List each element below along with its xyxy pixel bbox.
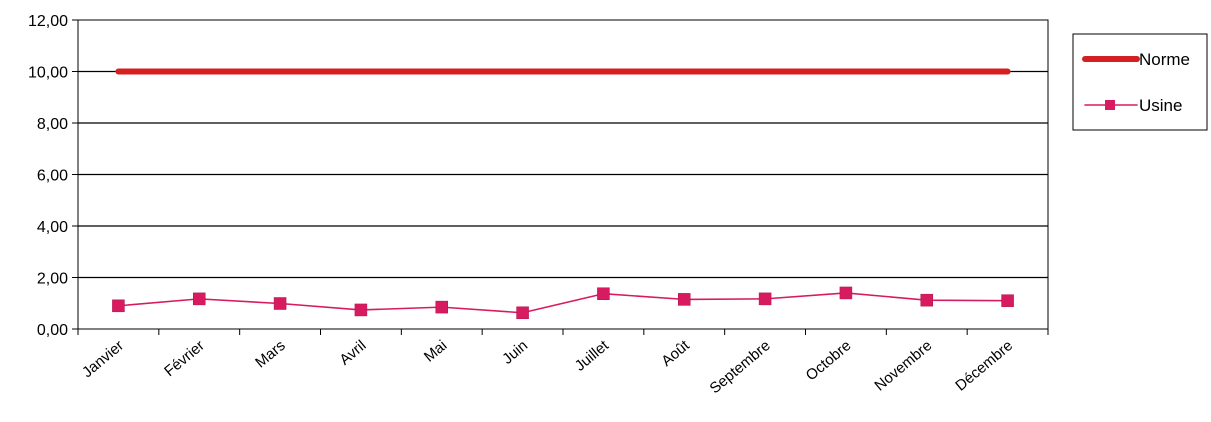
y-tick-label: 8,00: [37, 116, 68, 133]
data-point: [354, 303, 368, 317]
grid-layer: [77, 19, 1049, 330]
series-layer: [112, 68, 1014, 320]
legend-marker: [1105, 100, 1115, 110]
legend-label: Norme: [1139, 50, 1190, 69]
data-point: [193, 292, 206, 306]
y-tick-label: 12,00: [28, 13, 68, 30]
series-line-usine: [117, 292, 1009, 314]
x-tick-label: Février: [161, 337, 208, 380]
data-point: [435, 300, 448, 314]
data-point: [920, 293, 933, 307]
legend-label: Usine: [1139, 96, 1182, 115]
x-tick-label: Juillet: [572, 337, 613, 375]
data-point: [678, 293, 691, 306]
data-point: [758, 292, 772, 306]
y-tick-label: 10,00: [28, 65, 68, 82]
x-tick-label: Décembre: [952, 337, 1016, 395]
x-tick-label: Avril: [336, 337, 369, 369]
x-tick-label: Octobre: [803, 337, 855, 384]
x-tick-label: Mai: [421, 337, 450, 366]
data-point: [597, 287, 610, 300]
x-tick-label: Août: [658, 337, 693, 370]
data-point: [273, 297, 287, 310]
x-tick-label: Juin: [499, 337, 531, 368]
y-tick-label: 2,00: [37, 271, 68, 288]
y-tick-label: 0,00: [37, 322, 68, 339]
legend-box: [1072, 33, 1208, 131]
legend: Norme Usine: [1072, 33, 1208, 131]
data-point: [1001, 294, 1014, 307]
data-point: [112, 299, 125, 313]
x-tick-label: Novembre: [871, 337, 935, 395]
data-point: [839, 286, 853, 300]
y-tick-label: 4,00: [37, 219, 68, 236]
x-tick-label: Septembre: [707, 337, 774, 397]
data-point: [516, 306, 529, 320]
x-tick-label: Janvier: [79, 337, 127, 381]
y-tick-label: 6,00: [37, 168, 68, 185]
x-tick-label: Mars: [252, 337, 288, 371]
